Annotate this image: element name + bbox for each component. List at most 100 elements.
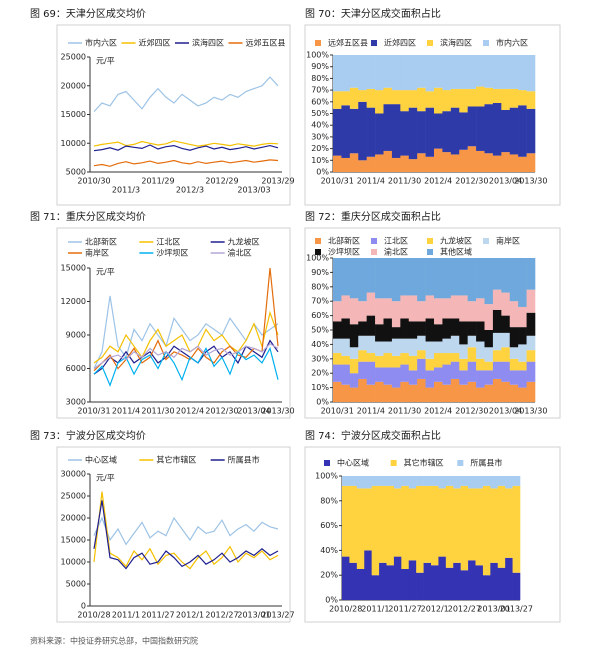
x-tick-label: 2010/31	[321, 407, 354, 416]
bar-segment	[400, 258, 410, 296]
bar-segment	[408, 55, 418, 91]
bar-segment	[400, 55, 410, 91]
series-line	[93, 140, 279, 147]
bar-segment	[518, 105, 527, 157]
legend-swatch	[315, 249, 321, 255]
y-tick-label: 80%	[320, 496, 338, 505]
bar-segment	[492, 378, 502, 402]
bar-segment	[358, 361, 367, 379]
x-tick-label: 2013/30	[514, 407, 547, 416]
y-tick-label: 0%	[316, 398, 329, 407]
bar-segment	[459, 55, 468, 89]
y-unit: 元/平	[96, 474, 115, 483]
bar-segment	[391, 338, 401, 356]
x-tick-label: 2013/30	[261, 407, 294, 416]
series-line	[93, 310, 279, 364]
y-tick-label: 15000	[61, 536, 86, 545]
y-tick-label: 20000	[61, 81, 86, 90]
bar-segment	[371, 485, 380, 576]
legend-swatch	[427, 249, 433, 255]
bar-segment	[467, 146, 477, 172]
bar-segment	[475, 476, 484, 489]
bar-segment	[450, 295, 460, 319]
bar-segment	[358, 378, 367, 402]
bar-segment	[509, 107, 519, 155]
legend-swatch	[483, 238, 489, 244]
bar-segment	[484, 330, 494, 348]
bar-segment	[400, 338, 410, 354]
bar-segment	[475, 565, 484, 600]
bar-segment	[417, 321, 426, 336]
legend-swatch	[483, 40, 489, 46]
x-tick-label: 2010/31	[321, 177, 354, 186]
y-tick-label: 40%	[311, 121, 329, 130]
x-tick-label: 2011/30	[388, 407, 421, 416]
y-tick-label: 15000	[61, 110, 86, 119]
bar-segment	[417, 378, 426, 402]
x-tick-label: 2011/30	[141, 407, 174, 416]
bar-segment	[425, 341, 435, 359]
bar-segment	[459, 112, 468, 150]
bar-segment	[484, 304, 494, 330]
legend-label: 北部新区	[328, 236, 360, 246]
y-tick-label: 15000	[61, 264, 86, 273]
legend-label: 其他区域	[440, 247, 472, 257]
bar-segment	[400, 318, 410, 339]
bar-segment	[391, 387, 401, 402]
bar-segment	[445, 476, 454, 486]
bar-segment	[492, 258, 502, 290]
legend-label: 沙坪坝区	[156, 249, 188, 258]
y-tick-label: 50%	[311, 109, 329, 118]
bar-segment	[383, 87, 393, 105]
bar-segment	[518, 306, 527, 328]
bar-segment	[349, 373, 359, 388]
bar-segment	[333, 108, 342, 156]
bar-segment	[358, 90, 367, 102]
bar-segment	[492, 102, 502, 156]
y-tick-label: 25000	[61, 492, 86, 501]
legend-label: 远郊五区县	[246, 38, 286, 48]
y-tick-label: 20%	[311, 369, 329, 378]
bar-segment	[425, 55, 435, 92]
series-line	[93, 76, 279, 113]
bar-segment	[484, 87, 494, 105]
bar-segment	[492, 350, 502, 362]
bar-segment	[383, 341, 393, 354]
bar-segment	[484, 370, 494, 385]
bar-segment	[341, 338, 351, 356]
bar-segment	[434, 148, 443, 172]
bar-segment	[434, 298, 443, 325]
legend-label: 其它市辖区	[404, 458, 444, 468]
bar-segment	[391, 55, 401, 91]
bar-segment	[467, 301, 477, 322]
legend-swatch	[427, 40, 433, 46]
bar-segment	[476, 258, 485, 299]
bar-segment	[460, 476, 469, 486]
legend-label: 市内六区	[496, 38, 528, 48]
x-tick-label: 2011/1	[361, 605, 389, 614]
x-tick-label: 2013/30	[514, 177, 547, 186]
y-tick-label: 30000	[61, 470, 86, 479]
bar-segment	[391, 104, 401, 158]
bar-segment	[505, 557, 513, 600]
bar-segment	[476, 150, 485, 172]
bar-segment	[442, 384, 452, 402]
bar-segment	[358, 321, 367, 336]
y-tick-label: 9000	[66, 331, 86, 340]
bar-segment	[375, 367, 384, 382]
bar-segment	[512, 476, 521, 486]
bar-segment	[476, 55, 485, 87]
bar-segment	[501, 347, 511, 362]
bar-segment	[501, 315, 511, 333]
bar-segment	[349, 358, 359, 374]
bar-segment	[333, 353, 342, 365]
x-tick-label: 2011/27	[141, 611, 174, 620]
bar-segment	[375, 298, 384, 325]
x-tick-label: 2012/27	[448, 605, 481, 614]
x-tick-label: 2013/04	[489, 177, 522, 186]
bar-segment	[341, 258, 351, 296]
y-tick-label: 10%	[311, 156, 329, 165]
bar-segment	[416, 476, 424, 486]
y-tick-label: 10000	[61, 139, 86, 148]
bar-segment	[467, 55, 477, 89]
